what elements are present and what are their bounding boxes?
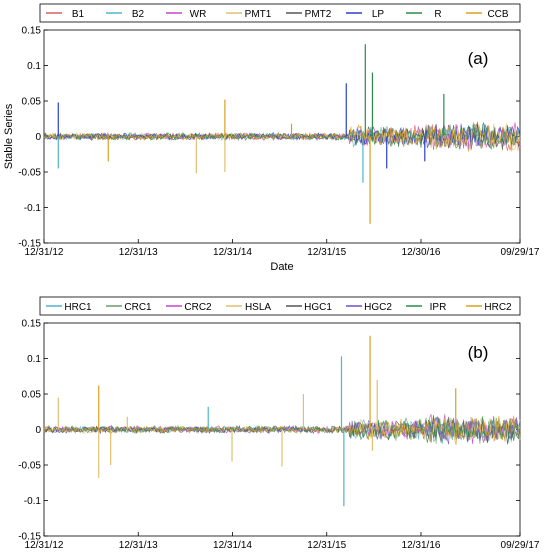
y-tick-label: 0.05 [22,97,42,108]
x-tick-label: 12/31/15 [307,540,346,550]
panel-label: (a) [468,49,489,68]
y-tick-label: -0.05 [18,168,41,179]
legend-label-hgc2: HGC2 [364,302,392,313]
legend-label-ccb: CCB [487,9,508,20]
y-tick-label: 0.1 [27,354,41,365]
x-tick-label: 12/31/14 [213,247,252,258]
legend: B1 B2 WR PMT1 PMT2 LP R CCB [39,3,521,23]
legend: HRC1 CRC1 CRC2 HSLA HGC1 HGC2 IPR HRC2 [39,296,521,316]
y-tick-label: -0.1 [24,203,42,214]
legend-label-hrc2: HRC2 [484,302,512,313]
series-line-ccb [43,123,521,152]
y-tick-label: -0.15 [18,239,41,250]
legend-label-ipr: IPR [430,302,447,313]
x-tick-label: 09/29/17 [501,540,540,550]
legend-label-r: R [434,9,441,20]
y-tick-label: 0.1 [27,61,41,72]
x-tick-label: 12/30/16 [402,247,441,258]
legend-label-crc2: CRC2 [184,302,212,313]
x-tick-label: 12/31/13 [119,540,158,550]
legend-label-b1: B1 [72,9,85,20]
y-tick-label: 0.15 [22,26,42,37]
legend-label-crc1: CRC1 [124,302,152,313]
legend-label-pmt2: PMT2 [305,9,332,20]
legend-label-pmt1: PMT1 [245,9,272,20]
panel-label: (b) [468,343,489,362]
legend-box [39,3,521,23]
y-tick-label: 0.05 [22,390,42,401]
y-tick-label: 0 [35,425,41,436]
y-tick-label: -0.15 [18,532,41,543]
legend-label-hrc1: HRC1 [64,302,92,313]
x-tick-label: 09/29/17 [501,247,540,258]
y-tick-label: 0 [35,132,41,143]
legend-label-lp: LP [372,9,385,20]
x-tick-label: 12/31/13 [119,247,158,258]
y-axis-label: Stable Series [3,103,15,169]
legend-label-wr: WR [190,9,207,20]
y-tick-label: -0.05 [18,461,41,472]
y-tick-label: -0.1 [24,496,42,507]
legend-box [39,296,521,316]
legend-label-b2: B2 [132,9,145,20]
x-tick-label: 12/31/12 [25,540,64,550]
x-tick-label: 12/31/16 [402,540,441,550]
x-tick-label: 12/31/15 [307,247,346,258]
series-line-hgc1 [43,415,521,445]
y-tick-label: 0.15 [22,319,42,330]
legend-label-hsla: HSLA [245,302,271,313]
legend-label-hgc1: HGC1 [304,302,332,313]
x-tick-label: 12/31/12 [25,247,64,258]
x-tick-label: 12/31/14 [213,540,252,550]
x-axis-label: Date [270,261,293,273]
